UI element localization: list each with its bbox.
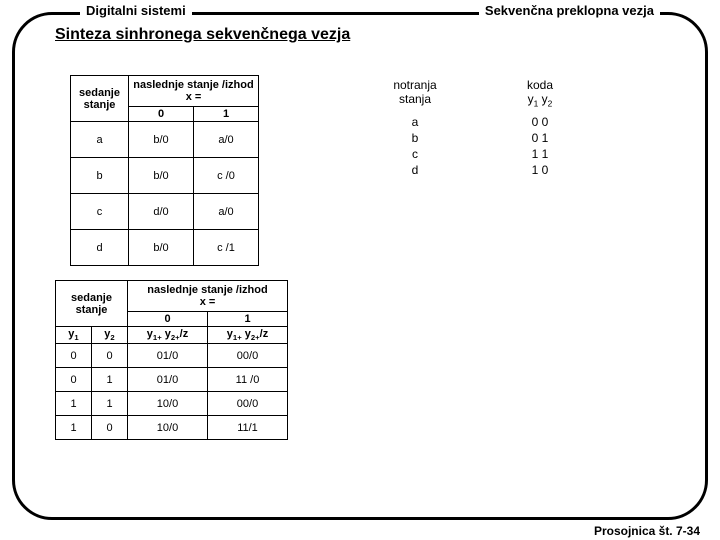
t1-h-next: naslednje stanje /izhodx = <box>129 76 259 107</box>
t2-h-y1: y1 <box>56 327 92 344</box>
table-row: 0001/000/0 <box>56 344 288 368</box>
t1-x1: a/0 <box>194 122 259 158</box>
t2-y2: 1 <box>92 392 128 416</box>
t2-x1: 00/0 <box>208 392 288 416</box>
t2-y1: 0 <box>56 344 92 368</box>
t2-y2: 1 <box>92 368 128 392</box>
t1-state: a <box>71 122 129 158</box>
t2-y1: 1 <box>56 392 92 416</box>
rb-h-states-l1: notranja <box>393 78 436 92</box>
t2-x0: 10/0 <box>128 416 208 440</box>
t1-h-current: sedanjestanje <box>71 76 129 122</box>
rb-h-states: notranja stanja <box>340 78 490 108</box>
t2-h-nz0: y1+ y2+/z <box>128 327 208 344</box>
t1-x0: b/0 <box>129 122 194 158</box>
state-table-encoded: sedanjestanjenaslednje stanje /izhodx =0… <box>55 280 288 440</box>
t2-h-x0: 0 <box>128 311 208 326</box>
t1-h-x1: 1 <box>194 106 259 121</box>
rb-h-states-l2: stanja <box>399 92 431 106</box>
t2-h-y2: y2 <box>92 327 128 344</box>
t1-x1: c /0 <box>194 158 259 194</box>
state-table-symbolic: sedanjestanjenaslednje stanje /izhodx =0… <box>70 75 259 266</box>
t2-h-current: sedanjestanje <box>56 281 128 327</box>
t2-y1: 0 <box>56 368 92 392</box>
t1-h-x0: 0 <box>129 106 194 121</box>
rb-state: b <box>340 130 490 146</box>
t1-state: c <box>71 194 129 230</box>
t2-h-x1: 1 <box>208 311 288 326</box>
table-row: 0101/011 /0 <box>56 368 288 392</box>
footer: Prosojnica št. 7-34 <box>594 524 700 538</box>
rb-code: 0 0 <box>490 114 590 130</box>
t1-x0: b/0 <box>129 158 194 194</box>
t1-state: b <box>71 158 129 194</box>
rb-codes-col: 0 00 11 11 0 <box>490 114 590 178</box>
t2-x1: 11 /0 <box>208 368 288 392</box>
rb-code: 1 1 <box>490 146 590 162</box>
t2-y1: 1 <box>56 416 92 440</box>
t2-x1: 00/0 <box>208 344 288 368</box>
header-left: Digitalni sistemi <box>80 3 192 18</box>
t1-x1: c /1 <box>194 230 259 266</box>
rb-code: 1 0 <box>490 162 590 178</box>
table-row: ab/0a/0 <box>71 122 259 158</box>
table-row: 1010/011/1 <box>56 416 288 440</box>
t2-x0: 10/0 <box>128 392 208 416</box>
encoding-block: notranja stanja koda y1 y2 abcd 0 00 11 … <box>340 78 590 178</box>
header-right: Sekvenčna preklopna vezja <box>479 3 660 18</box>
t1-x0: d/0 <box>129 194 194 230</box>
rb-h-code-vars: y1 y2 <box>528 92 553 106</box>
rb-state: c <box>340 146 490 162</box>
t1-x1: a/0 <box>194 194 259 230</box>
t2-y2: 0 <box>92 416 128 440</box>
rb-h-code: koda y1 y2 <box>490 78 590 108</box>
t2-x1: 11/1 <box>208 416 288 440</box>
table-row: cd/0a/0 <box>71 194 259 230</box>
slide-title: Sinteza sinhronega sekvenčnega vezja <box>55 26 350 44</box>
rb-state: d <box>340 162 490 178</box>
rb-code: 0 1 <box>490 130 590 146</box>
rb-h-code-l1: koda <box>527 78 553 92</box>
rb-state: a <box>340 114 490 130</box>
rb-states-col: abcd <box>340 114 490 178</box>
t1-x0: b/0 <box>129 230 194 266</box>
table-row: 1110/000/0 <box>56 392 288 416</box>
table-row: db/0c /1 <box>71 230 259 266</box>
t2-h-nz1: y1+ y2+/z <box>208 327 288 344</box>
t1-state: d <box>71 230 129 266</box>
t2-h-next: naslednje stanje /izhodx = <box>128 281 288 312</box>
t2-x0: 01/0 <box>128 368 208 392</box>
t2-y2: 0 <box>92 344 128 368</box>
t2-x0: 01/0 <box>128 344 208 368</box>
table-row: bb/0c /0 <box>71 158 259 194</box>
